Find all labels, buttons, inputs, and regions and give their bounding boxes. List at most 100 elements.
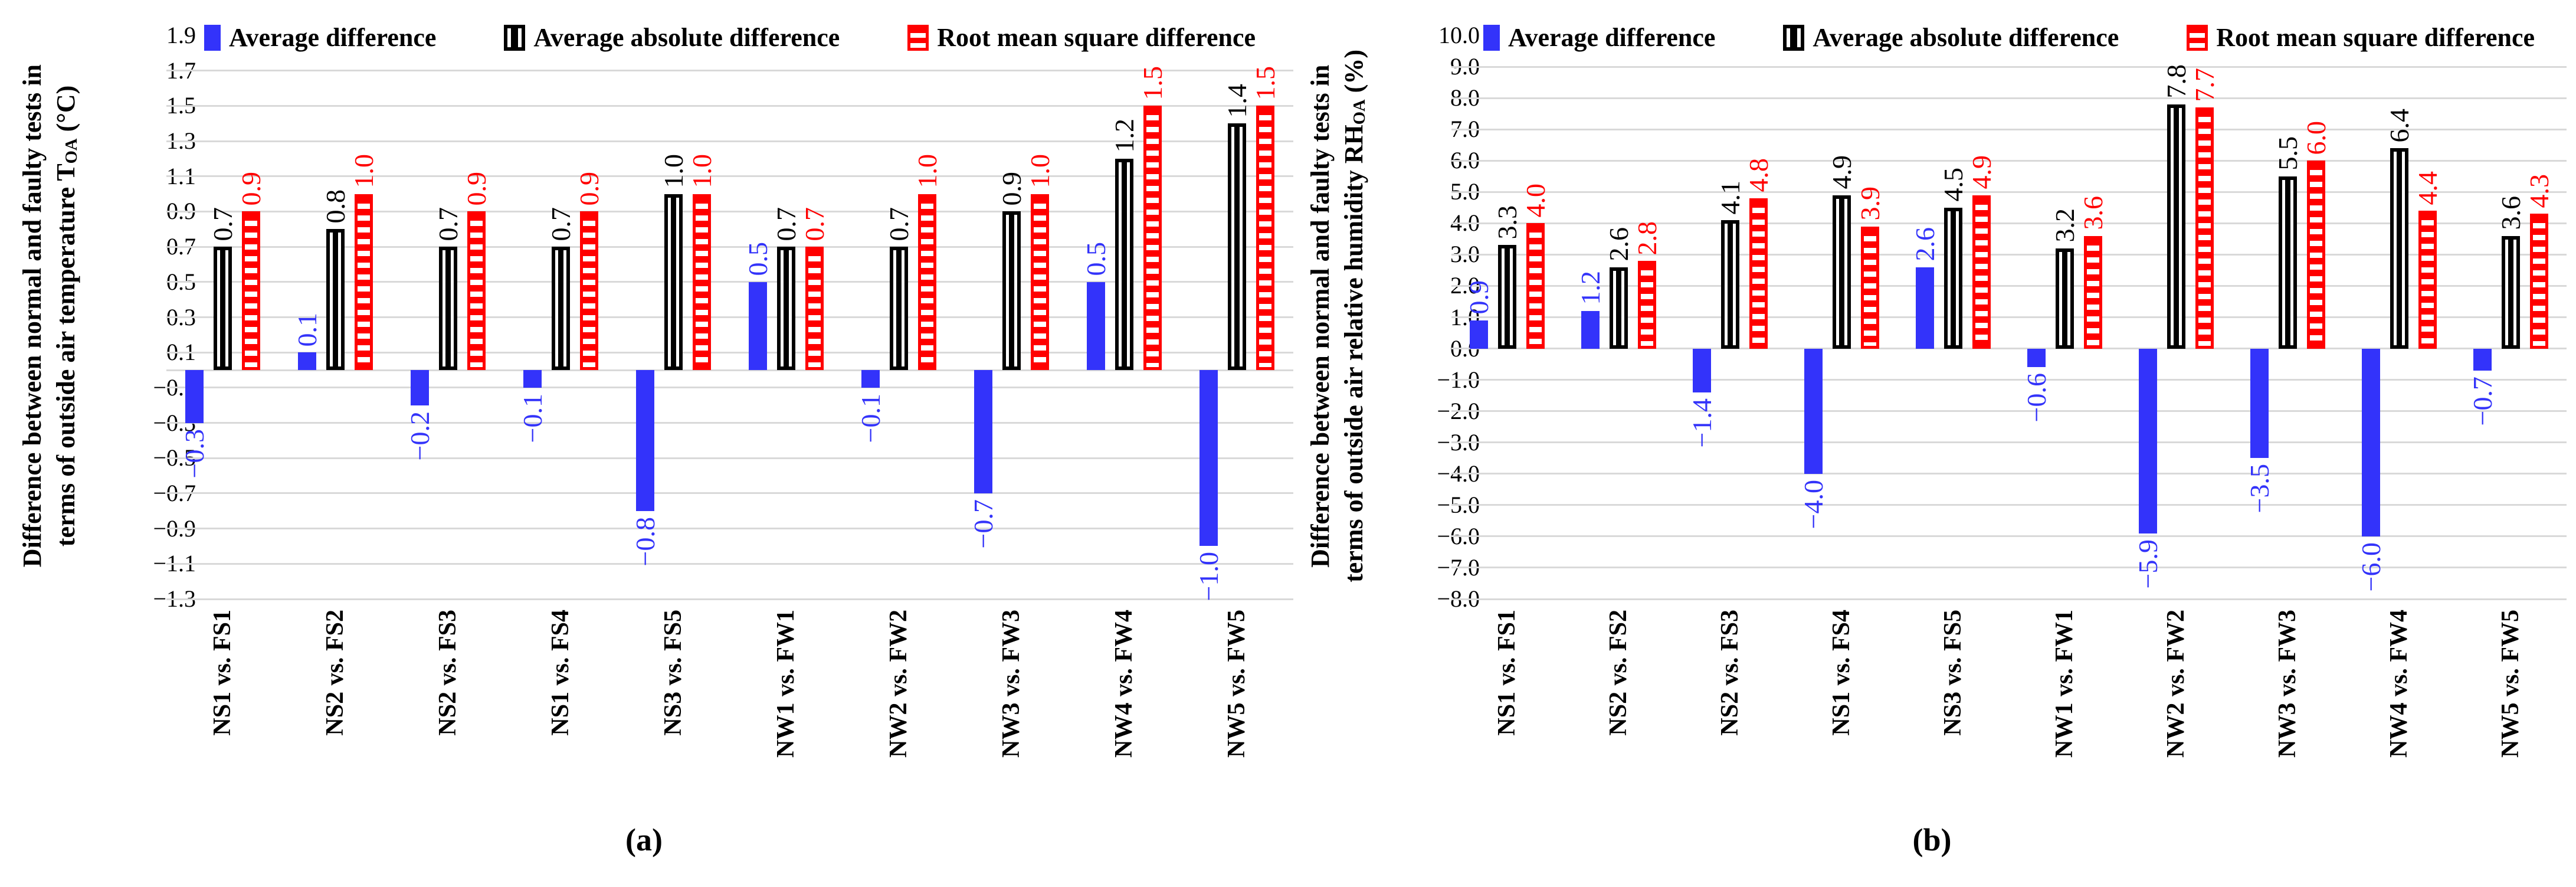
x-axis-category-labels: NS1 vs. FS1 NS2 vs. FS2 NS2 vs. FS3 NS1 vs.…: [1451, 605, 2567, 800]
x-category-label: NS3 vs. FS5: [659, 610, 687, 736]
legend-item-root-mean-square-difference: Root mean square difference: [2187, 22, 2535, 53]
x-category-label: NW3 vs. FW3: [2273, 610, 2301, 758]
x-category-label: NS3 vs. FS5: [1939, 610, 1967, 736]
legend-label: Average difference: [228, 23, 437, 52]
bar-rms: [1861, 226, 1879, 349]
x-category-label: NW3 vs. FW3: [997, 610, 1025, 758]
bar-value-label: 4.0: [1520, 183, 1551, 218]
y-axis-title-line1: Difference between normal and faulty tes…: [1305, 64, 1335, 568]
y-tick-label: 1.9: [166, 22, 196, 48]
bar-abs: [2390, 148, 2408, 349]
bar-rms: [918, 194, 936, 371]
caption-b: (b): [1912, 822, 1952, 857]
legend-swatch-blue-solid: [204, 24, 221, 51]
bar-abs: [2502, 235, 2520, 349]
gridline: [1451, 222, 2567, 224]
gridline: [1451, 348, 2567, 350]
gridline: [166, 246, 1293, 248]
bar-avg: [1916, 267, 1934, 349]
legend-item-average-difference: Average difference: [204, 22, 436, 53]
gridline: [1451, 441, 2567, 444]
legend-swatch-blue-solid: [1483, 24, 1500, 51]
bar-avg: [861, 370, 880, 388]
bar-avg: [2027, 348, 2046, 368]
x-category-label: NS1 vs. FS1: [208, 610, 236, 736]
legend-label: Average difference: [1507, 23, 1716, 52]
gridline: [166, 175, 1293, 178]
bar-rms: [355, 194, 373, 371]
gridline: [166, 281, 1293, 283]
bar-value-label: 0.9: [573, 171, 604, 206]
bar-abs: [2056, 248, 2074, 349]
bar-rms: [693, 194, 711, 371]
bar-value-label: 1.0: [1024, 154, 1055, 188]
bar-rms: [2530, 214, 2548, 349]
bar-value-label: 2.6: [1909, 227, 1940, 261]
gridline: [1451, 567, 2567, 569]
bar-rms: [805, 247, 824, 371]
gridline: [166, 528, 1293, 530]
bar-value-label: 1.5: [1137, 66, 1168, 100]
y-axis-title-line2: terms of outside air temperature TOA (°C…: [51, 85, 81, 546]
x-category-label: NS2 vs. FS3: [434, 610, 461, 736]
bar-value-label: 0.1: [291, 312, 322, 347]
gridline: [1451, 159, 2567, 162]
bar-value-label: 7.7: [2189, 67, 2220, 102]
bar-rms: [2084, 235, 2102, 349]
bar-value-label: 0.7: [207, 207, 238, 241]
bar-avg: [2362, 348, 2380, 536]
legend: Average difference Average absolute diff…: [166, 22, 1293, 53]
bar-avg: [1199, 370, 1218, 546]
bar-value-label: 6.0: [2300, 120, 2331, 155]
bar-abs: [664, 194, 683, 371]
bar-value-label: 0.9: [235, 171, 266, 206]
bar-value-label: 1.4: [1221, 83, 1252, 118]
bar-value-label: 3.3: [1492, 205, 1522, 240]
zero-axis-line: [166, 369, 1293, 371]
bar-value-label: 0.8: [320, 189, 350, 224]
chart-b-relative-humidity-difference: Difference between normal and faulty tes…: [1288, 0, 2576, 887]
x-category-label: NS1 vs. FS4: [546, 610, 574, 736]
bar-value-label: 6.4: [2384, 108, 2414, 143]
caption-a: (a): [625, 822, 663, 857]
y-axis-title-line1: Difference between normal and faulty tes…: [17, 64, 47, 568]
gridline: [1451, 97, 2567, 99]
gridline: [1451, 316, 2567, 318]
bar-abs: [1833, 195, 1851, 349]
bar-value-label: −0.7: [968, 499, 998, 549]
gridline: [1451, 66, 2567, 68]
bar-value-label: 7.8: [2161, 64, 2191, 99]
bar-value-label: −0.8: [630, 516, 660, 567]
chart-a-temperature-difference: Difference between normal and faulty tes…: [5, 18, 1293, 857]
bar-value-label: 4.3: [2523, 174, 2554, 208]
bar-value-label: 1.0: [686, 154, 717, 188]
bar-avg: [298, 352, 316, 371]
x-category-label: NW4 vs. FW4: [1110, 610, 1138, 758]
bar-value-label: −4.0: [1798, 479, 1828, 529]
gridline: [166, 457, 1293, 459]
x-category-label: NS2 vs. FS2: [321, 610, 349, 736]
bar-abs: [2167, 104, 2185, 349]
bar-abs: [326, 229, 345, 371]
bar-value-label: 4.4: [2412, 171, 2443, 205]
bar-value-label: 5.5: [2272, 136, 2303, 171]
bar-rms: [2195, 107, 2214, 349]
x-category-label: NS2 vs. FS3: [1716, 610, 1743, 736]
gridline: [1451, 284, 2567, 287]
legend-swatch-black-striped: [504, 24, 526, 51]
bar-value-label: 1.0: [658, 154, 689, 188]
bar-rms: [1972, 195, 1991, 349]
bar-value-label: 1.0: [912, 154, 942, 188]
bar-rms: [1638, 261, 1656, 349]
y-axis-title: Difference between normal and faulty tes…: [5, 18, 93, 614]
y-axis-title-subscript: OA: [1350, 99, 1369, 125]
bar-abs: [777, 247, 795, 371]
plot-area: Average difference Average absolute diff…: [1451, 23, 2567, 600]
bar-avg: [1470, 320, 1488, 349]
gridline: [166, 210, 1293, 212]
gridline: [166, 562, 1293, 565]
bar-value-label: 1.5: [1250, 66, 1280, 100]
gridline: [166, 70, 1293, 72]
gridline: [1451, 191, 2567, 193]
legend: Average difference Average absolute diff…: [1451, 22, 2567, 53]
